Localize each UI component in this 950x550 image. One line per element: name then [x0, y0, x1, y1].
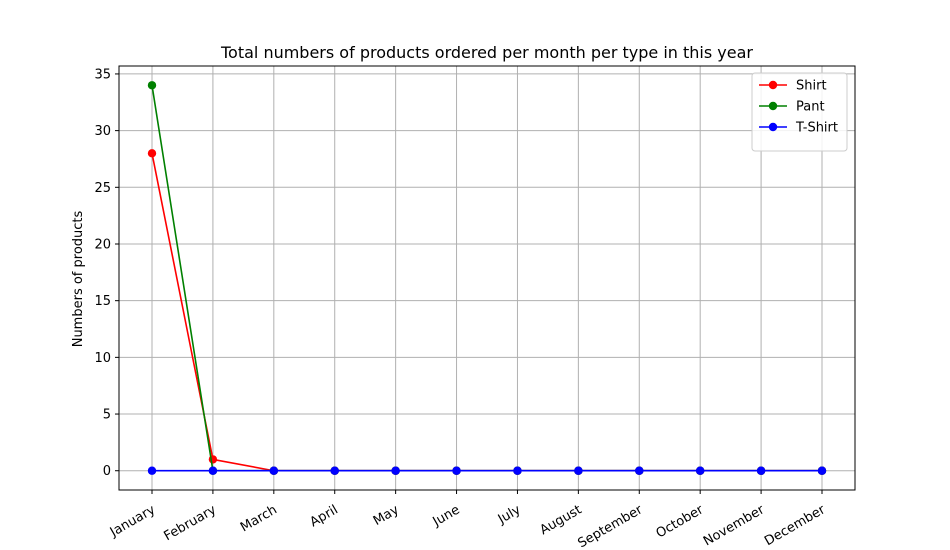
x-tick-label: February	[162, 502, 220, 544]
x-tick-label: April	[307, 502, 340, 530]
data-point	[147, 149, 157, 158]
data-point	[391, 466, 400, 475]
series-line	[151, 85, 822, 472]
chart-title: Total numbers of products ordered per mo…	[220, 43, 753, 62]
plot-area-frame	[118, 65, 856, 491]
legend-label: Pant	[796, 100, 825, 115]
data-point	[208, 466, 218, 475]
data-point	[513, 466, 522, 475]
series-line	[151, 153, 822, 472]
x-tick-label: July	[495, 502, 524, 527]
legend-marker	[768, 101, 778, 111]
y-axis-label: Numbers of products	[71, 210, 86, 347]
series-layer	[147, 81, 827, 475]
y-tick-label: 15	[94, 294, 111, 309]
x-tick-label: September	[576, 502, 646, 550]
y-tick-label: 20	[94, 237, 111, 252]
legend-label: T-Shirt	[795, 121, 838, 136]
data-point	[817, 466, 827, 475]
data-point	[635, 466, 644, 475]
x-tick-label: November	[701, 502, 768, 549]
x-tick-label: January	[107, 502, 158, 540]
y-tick-label: 10	[94, 351, 111, 366]
data-point	[147, 81, 157, 90]
y-tick-label: 5	[103, 408, 111, 423]
grid	[119, 66, 855, 490]
data-point	[756, 466, 766, 475]
axes: January February March April May June July Augu…	[94, 67, 828, 550]
x-tick-label: May	[371, 502, 402, 529]
legend-box	[751, 72, 848, 152]
y-tick-label: 25	[94, 181, 111, 196]
data-point	[147, 466, 157, 475]
x-tick-label: August	[537, 502, 584, 538]
y-tick-label: 35	[94, 67, 111, 82]
x-tick-label: March	[238, 502, 280, 535]
y-tick-label: 30	[94, 124, 111, 139]
data-point	[452, 466, 461, 475]
data-point	[269, 466, 279, 475]
data-point	[574, 466, 583, 475]
legend: Shirt Pant T-Shirt	[751, 72, 848, 152]
x-tick-label: October	[654, 502, 707, 541]
x-tick-label: December	[762, 502, 828, 549]
data-point	[695, 466, 705, 475]
y-tick-label: 0	[103, 464, 111, 479]
legend-marker	[768, 122, 778, 132]
x-tick-label: June	[430, 502, 463, 530]
legend-label: Shirt	[796, 79, 827, 94]
data-point	[330, 466, 339, 475]
legend-marker	[768, 80, 778, 90]
